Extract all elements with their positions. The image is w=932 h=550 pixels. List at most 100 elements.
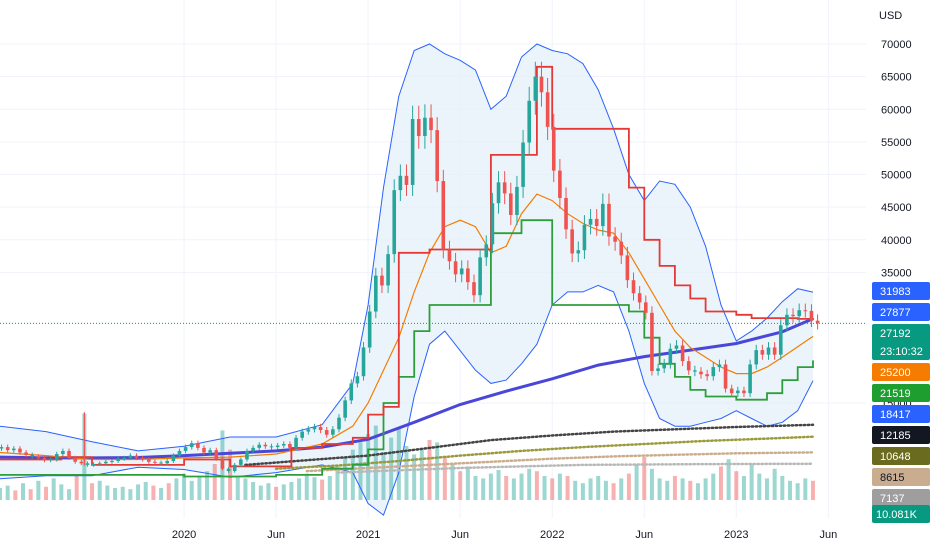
candle-body	[404, 175, 409, 185]
volume-bar	[511, 478, 516, 500]
candle-body	[367, 311, 372, 348]
candle-body	[294, 437, 298, 448]
volume-bar	[396, 428, 401, 500]
candle-body	[202, 447, 206, 453]
volume-bar	[197, 477, 202, 500]
candle-body	[705, 374, 709, 377]
candle-body	[177, 450, 182, 456]
candle-body	[760, 350, 765, 355]
candle-body	[466, 268, 470, 283]
candle-body	[791, 314, 795, 317]
candle-body	[736, 390, 740, 394]
candle-body	[680, 345, 685, 362]
candle-body	[729, 388, 734, 394]
volume-bar	[59, 484, 64, 500]
candle-body	[257, 444, 262, 448]
candle-body	[637, 293, 642, 303]
candle-body	[662, 363, 666, 369]
candle-body	[312, 426, 317, 430]
volume-bar	[74, 476, 79, 500]
volume-bar	[473, 476, 478, 500]
volume-bar	[718, 466, 723, 500]
candle-body	[711, 367, 716, 377]
volume-bar	[243, 478, 248, 500]
volume-bar	[703, 478, 708, 500]
candle-body	[245, 450, 249, 460]
candle-body	[97, 463, 102, 465]
volume-bar	[672, 476, 677, 500]
ma-tan-badge: 8615	[872, 468, 930, 486]
volume-bar	[680, 478, 685, 500]
candle-body	[12, 448, 16, 451]
volume-bar	[412, 454, 417, 500]
candle-body	[484, 244, 489, 258]
volume-bar	[465, 466, 470, 500]
time-scale[interactable]	[0, 518, 866, 550]
candle-body	[269, 446, 274, 448]
candle-body	[300, 431, 304, 438]
volume-badge-label: 10.081K	[876, 509, 918, 521]
candle-body	[398, 175, 403, 191]
candle-body	[797, 310, 801, 317]
volume-bar	[90, 483, 95, 500]
candle-body	[85, 463, 90, 465]
volume-bar	[603, 480, 608, 500]
stop-red-badge-bg	[872, 303, 930, 321]
candle-body	[650, 312, 654, 371]
candle-body	[140, 457, 145, 460]
candle-body	[429, 117, 433, 131]
volume-bar	[580, 483, 585, 500]
volume-bar	[312, 477, 317, 500]
candle-body	[196, 443, 200, 448]
volume-bar	[97, 480, 102, 500]
y-tick-label: 45000	[881, 202, 912, 214]
candle-body	[509, 193, 513, 215]
candle-body	[374, 275, 378, 312]
candle-body	[226, 468, 231, 472]
volume-bar	[634, 464, 639, 500]
candle-body	[601, 203, 605, 227]
ma-black-badge-label: 12185	[880, 430, 911, 442]
bollinger-band-fill	[0, 44, 813, 516]
candle-body	[159, 462, 163, 464]
volume-bar	[695, 483, 700, 500]
volume-bar	[381, 452, 386, 500]
candle-body	[742, 390, 746, 394]
candle-body	[380, 275, 384, 286]
candle-body	[815, 320, 820, 324]
ma-orange-badge: 25200	[872, 363, 930, 381]
volume-bar	[619, 478, 624, 500]
candle-body	[343, 400, 347, 418]
candle-body	[533, 76, 538, 101]
candles	[0, 61, 820, 473]
volume-bar	[711, 473, 716, 500]
candle-body	[18, 448, 22, 453]
price-badges: 31983 27877 27192 23:10:32 25200 21519 18417 12…	[872, 282, 930, 523]
candle-body	[183, 447, 188, 451]
bb-upper-badge: 31983	[872, 282, 930, 300]
volume-bar	[757, 473, 762, 500]
candle-body	[515, 186, 519, 215]
candle-body	[134, 455, 139, 458]
candle-body	[263, 444, 268, 447]
volume-bar	[688, 480, 693, 500]
ma-olive-badge-bg	[872, 447, 930, 465]
bollinger-fill	[0, 44, 813, 516]
volume-bar	[626, 473, 631, 500]
candle-body	[355, 376, 360, 384]
candle-body	[104, 461, 108, 464]
stop-green-line	[0, 219, 814, 478]
volume-bar	[174, 478, 179, 500]
volume-bar	[573, 480, 578, 500]
volume-bar	[166, 483, 171, 500]
candle-body	[564, 197, 568, 230]
volume-bar	[458, 471, 463, 500]
volume-bar	[143, 482, 148, 500]
candle-body	[214, 450, 219, 459]
candle-body	[435, 130, 439, 182]
volume-bar	[419, 449, 424, 500]
volume-bar	[488, 473, 493, 500]
ma-grey-badge: 7137	[872, 489, 930, 507]
candle-body	[643, 302, 648, 313]
